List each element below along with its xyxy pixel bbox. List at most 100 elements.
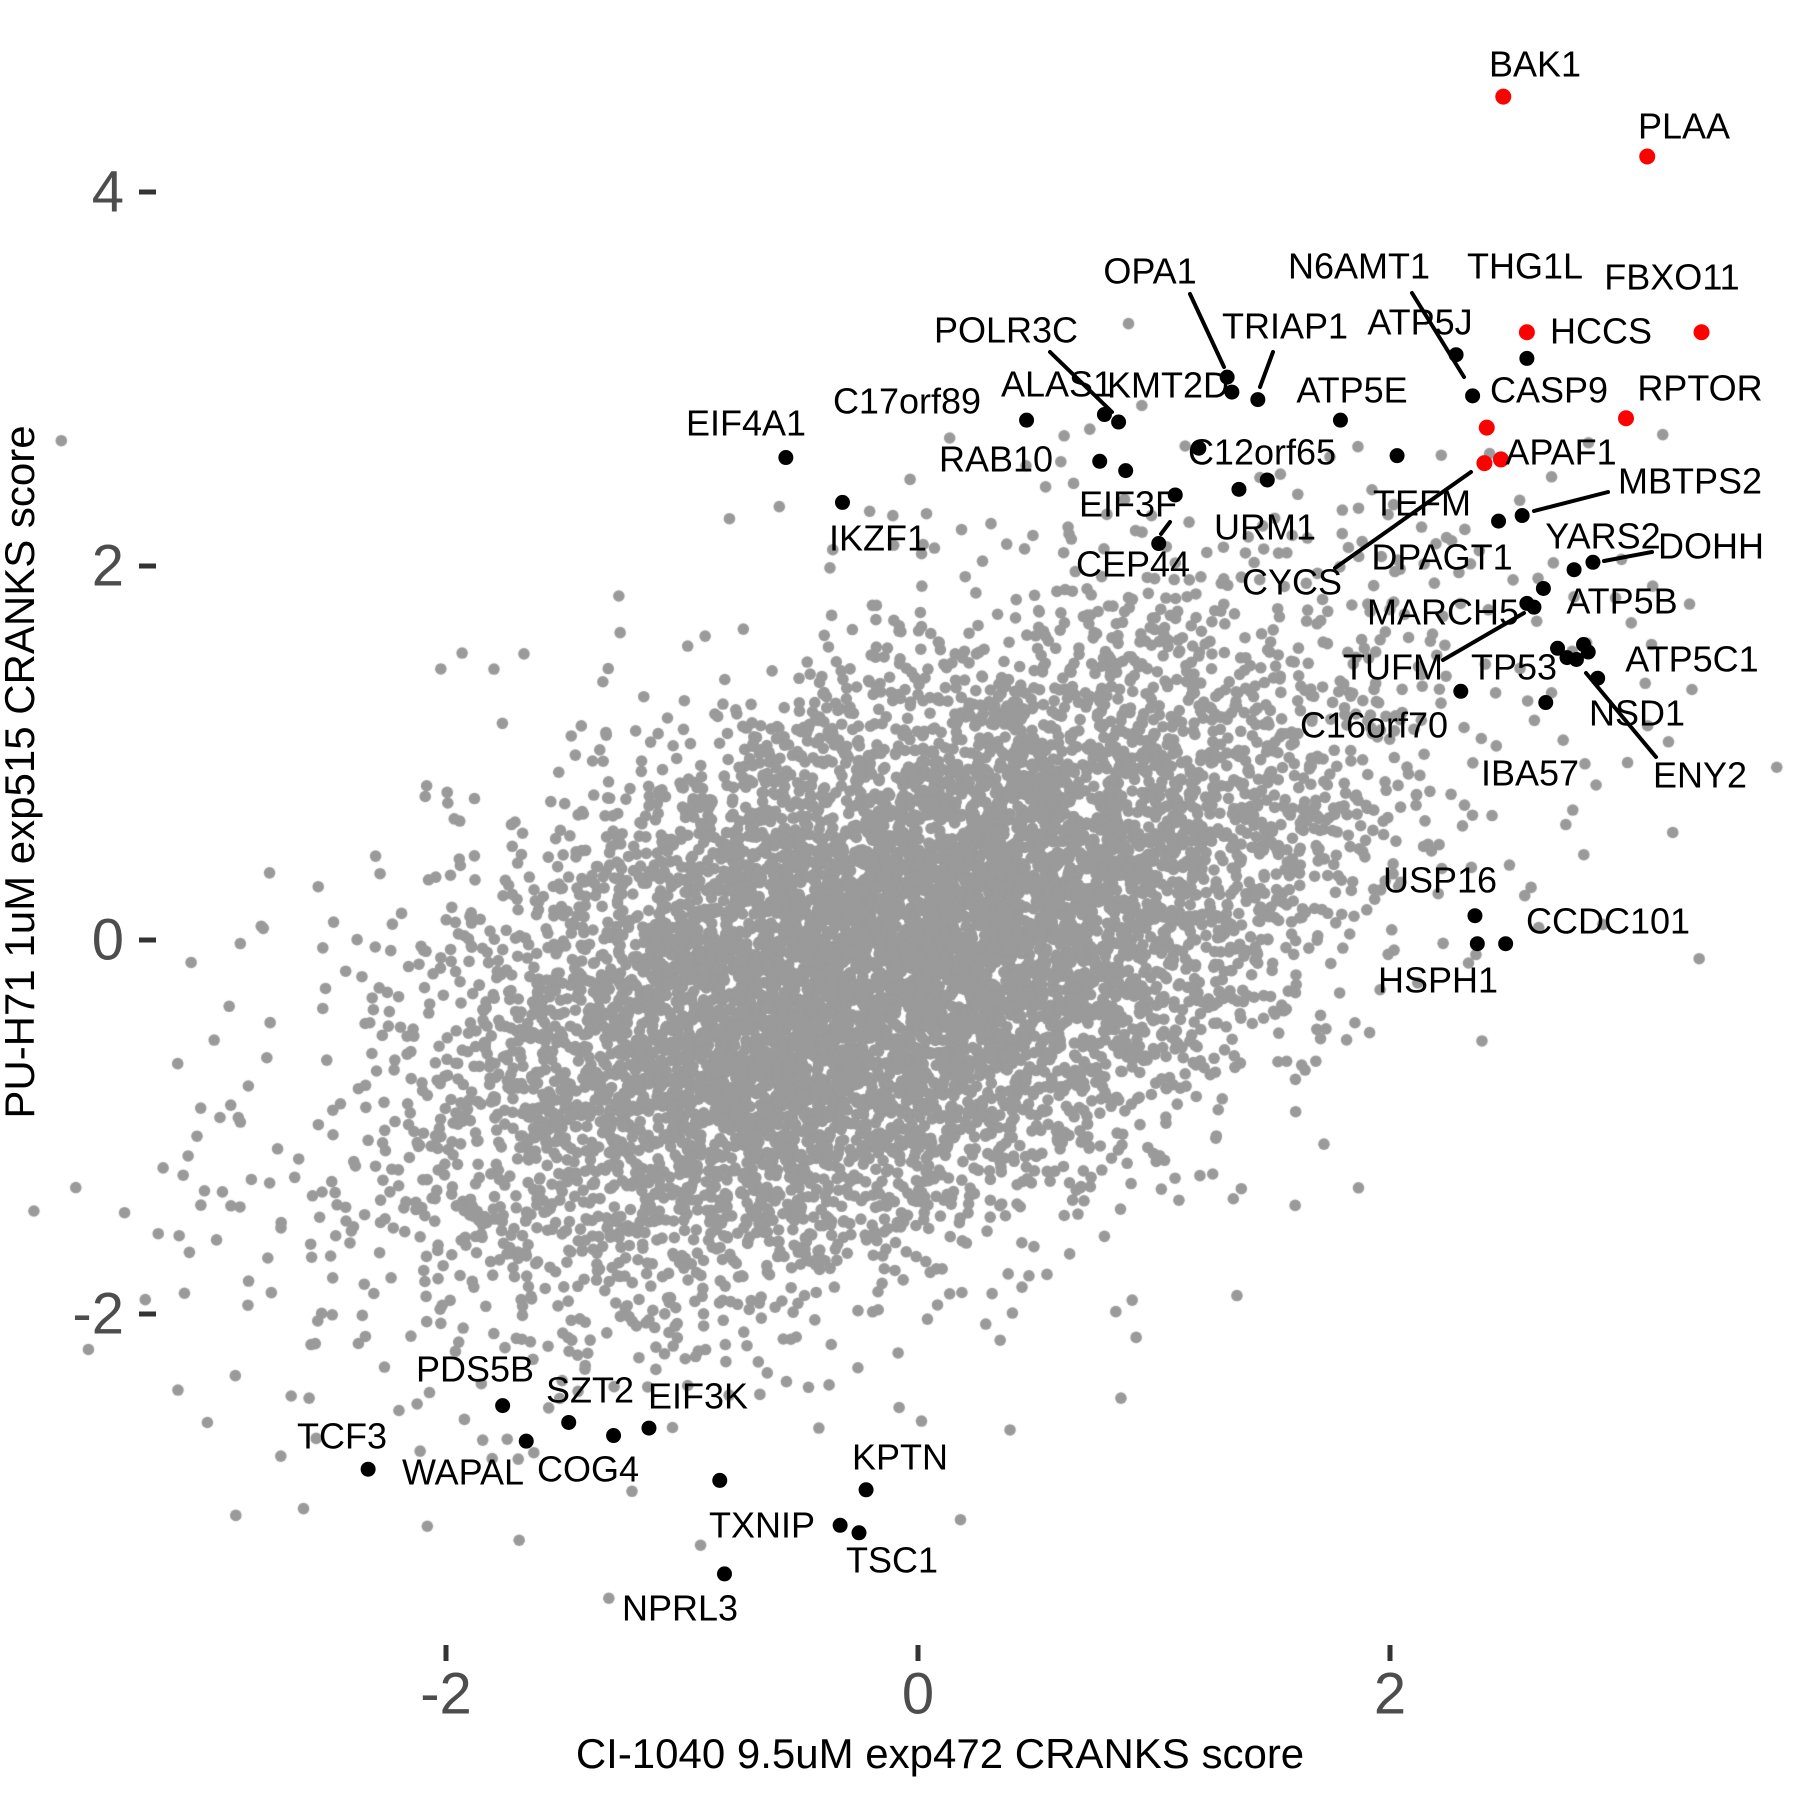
gene-point-dpagt1: [1491, 513, 1507, 529]
gene-label-cep44: CEP44: [1076, 544, 1190, 585]
gene-label-fbxo11: FBXO11: [1604, 257, 1739, 298]
gene-label-nprl3: NPRL3: [622, 1588, 738, 1629]
gene-label-tsc1: TSC1: [846, 1540, 938, 1581]
gene-label-txnip: TXNIP: [709, 1505, 815, 1546]
y-axis-tick-label: 4: [92, 160, 124, 225]
gene-point-cog4: [606, 1428, 622, 1444]
gene-point-apaf1: [1492, 451, 1509, 468]
gene-point-usp16: [1467, 908, 1483, 924]
gene-point-eif3k: [641, 1420, 657, 1436]
gene-label-ikzf1: IKZF1: [829, 518, 927, 559]
gene-point-fbxo11: [1693, 324, 1710, 341]
gene-label-thg1l: THG1L: [1467, 246, 1583, 287]
gene-label-eny2: ENY2: [1653, 755, 1747, 796]
gene-label-wapal: WAPAL: [402, 1452, 524, 1493]
leader-line-n6amt1: [1410, 291, 1466, 379]
gene-point-atp5b: [1535, 580, 1551, 596]
gene-point-opa1: [1219, 369, 1235, 385]
gene-point-szt2: [561, 1414, 577, 1430]
gene-label-dpagt1: DPAGT1: [1371, 537, 1512, 578]
leader-line-eny2: [1584, 671, 1658, 759]
gene-point-c17orf89: [1019, 412, 1035, 428]
gene-point-ccdc101: [1498, 936, 1514, 952]
gene-point-tsc1: [851, 1525, 867, 1541]
leader-line-mbtps2: [1532, 490, 1610, 513]
gene-label-atp5e: ATP5E: [1296, 370, 1407, 411]
gene-label-pds5b: PDS5B: [416, 1349, 534, 1390]
gene-label-dohh: DOHH: [1658, 526, 1764, 567]
gene-label-kptn: KPTN: [852, 1437, 948, 1478]
gene-label-eif3k: EIF3K: [648, 1376, 748, 1417]
leader-line-cycs: [1333, 470, 1473, 570]
gene-point-thg1l: [1519, 350, 1535, 366]
y-axis-title: PU-H71 1uM exp515 CRANKS score: [0, 425, 43, 1119]
gene-point-tcf3: [360, 1461, 376, 1477]
gene-point-hsph1: [1469, 936, 1485, 952]
leader-line-triap1: [1258, 350, 1275, 389]
x-axis-tick-label: -2: [420, 1662, 472, 1727]
gene-label-mbtps2: MBTPS2: [1618, 461, 1762, 502]
gene-label-atp5b: ATP5B: [1566, 581, 1677, 622]
highlighted-point: [1118, 463, 1134, 479]
leader-line-polr3c: [1048, 350, 1114, 414]
gene-point-nprl3: [716, 1566, 732, 1582]
gene-point-kptn: [858, 1482, 874, 1498]
gene-label-urm1: URM1: [1214, 507, 1316, 548]
gene-label-alas1: ALAS1: [1001, 364, 1113, 405]
gene-label-eif3f: EIF3F: [1079, 484, 1177, 525]
gene-label-c16orf70: C16orf70: [1300, 705, 1448, 746]
gene-label-tefm: TEFM: [1373, 483, 1471, 524]
gene-point-n6amt1: [1465, 388, 1481, 404]
gene-label-tcf3: TCF3: [297, 1416, 387, 1457]
gene-point-cep44: [1151, 536, 1167, 552]
gene-point-c16orf70: [1453, 683, 1469, 699]
gene-label-c12orf65: C12orf65: [1188, 432, 1336, 473]
gene-point-dohh: [1585, 554, 1601, 570]
gene-point-eif4a1: [778, 450, 794, 466]
gene-label-bak1: BAK1: [1489, 44, 1581, 85]
y-axis-tick-label: -2: [72, 1282, 124, 1347]
gene-label-tufm: TUFM: [1343, 647, 1443, 688]
gene-label-iba57: IBA57: [1481, 753, 1579, 794]
gene-label-n6amt1: N6AMT1: [1288, 246, 1430, 287]
gene-label-szt2: SZT2: [546, 1370, 634, 1411]
gene-point-triap1: [1250, 392, 1266, 408]
gene-label-plaa: PLAA: [1638, 106, 1730, 147]
gene-point-rptor: [1618, 410, 1634, 427]
gene-point-rab10: [1092, 453, 1108, 469]
gene-label-polr3c: POLR3C: [934, 310, 1078, 351]
gene-point-casp9: [1478, 419, 1495, 436]
gene-point-cycs: [1476, 455, 1493, 472]
gene-point-atp5e: [1332, 412, 1348, 428]
leader-line-dohh: [1602, 550, 1654, 563]
gene-label-triap1: TRIAP1: [1222, 306, 1348, 347]
gene-label-kmt2d: KMT2D: [1107, 365, 1229, 406]
gene-point-plaa: [1639, 148, 1656, 165]
gene-label-nsd1: NSD1: [1589, 693, 1685, 734]
gene-point-polr3c: [1111, 414, 1127, 430]
gene-label-eif4a1: EIF4A1: [686, 403, 806, 444]
gene-point-atp5j: [1448, 347, 1464, 363]
highlighted-point: [712, 1472, 728, 1488]
gene-point-alas1: [1096, 407, 1112, 423]
x-axis-tick-label: 0: [902, 1662, 934, 1727]
gene-point-tufm: [1526, 599, 1542, 615]
gene-point-nsd1: [1590, 670, 1606, 686]
gene-point-eny2: [1568, 652, 1584, 667]
gene-label-tp53: TP53: [1471, 647, 1557, 688]
x-axis-title: CI-1040 9.5uM exp472 CRANKS score: [575, 1730, 1305, 1777]
gene-label-rptor: RPTOR: [1637, 368, 1762, 409]
gene-point-iba57: [1538, 695, 1554, 711]
gene-point-eif3f: [1167, 487, 1183, 503]
gene-label-c17orf89: C17orf89: [833, 381, 981, 422]
gene-label-opa1: OPA1: [1103, 251, 1196, 292]
gene-point-tp53: [1550, 640, 1566, 656]
leader-line-tufm: [1441, 611, 1526, 662]
gene-point-ikzf1: [834, 494, 850, 510]
gene-label-apaf1: APAF1: [1505, 432, 1616, 473]
highlighted-point: [1259, 472, 1275, 488]
x-axis-tick-label: 2: [1374, 1662, 1406, 1727]
